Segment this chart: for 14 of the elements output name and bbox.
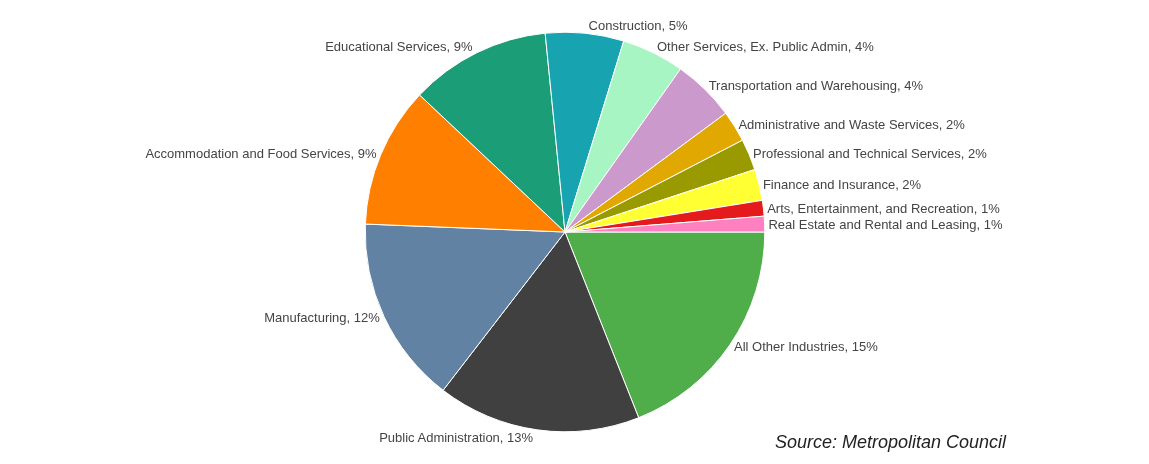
slice-label: Real Estate and Rental and Leasing, 1% [768, 216, 1003, 232]
slice-label: Other Services, Ex. Public Admin, 4% [656, 39, 875, 55]
slice-label: Construction, 5% [588, 18, 689, 34]
slice-label: Manufacturing, 12% [264, 310, 381, 326]
source-note: Source: Metropolitan Council [775, 432, 1008, 452]
slice-label: Educational Services, 9% [325, 39, 474, 55]
slice-label: Finance and Insurance, 2% [762, 176, 922, 192]
slice-label: Arts, Entertainment, and Recreation, 1% [767, 200, 1001, 216]
slice-label: Accommodation and Food Services, 9% [145, 146, 378, 161]
slice-label: Professional and Technical Services, 2% [752, 146, 988, 161]
slice-label: All Other Industries, 15% [734, 339, 879, 355]
slice-label: Transportation and Warehousing, 4% [708, 78, 924, 93]
slice-label: Administrative and Waste Services, 2% [738, 116, 966, 132]
slice-label: Public Administration, 13% [379, 429, 534, 445]
